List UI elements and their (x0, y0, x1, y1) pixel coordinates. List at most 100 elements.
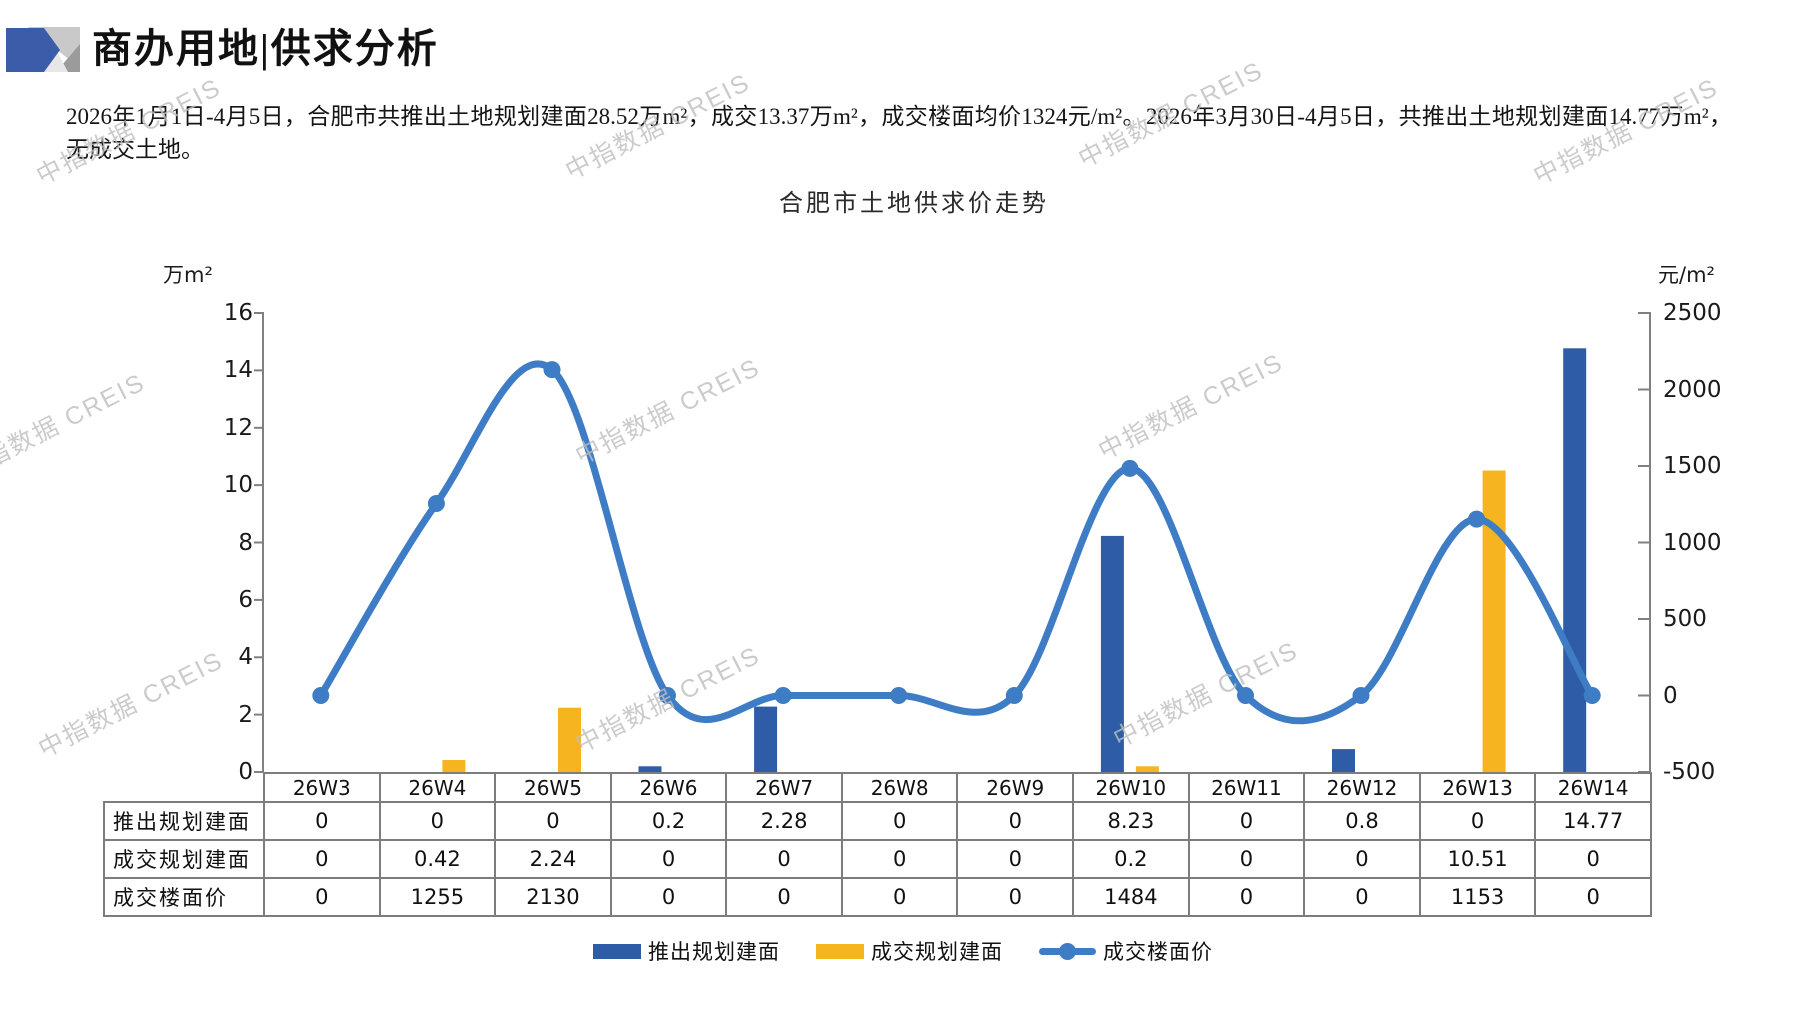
left-axis-tick-label: 12 (223, 414, 253, 441)
week-header-cell: 26W3 (263, 772, 381, 803)
value-cell: 0 (725, 877, 843, 917)
value-cell: 2.28 (725, 801, 843, 841)
series-row-label: 成交规划建面 (103, 839, 265, 879)
price-point-26W11 (1237, 687, 1254, 704)
legend-line-marker-icon (1039, 943, 1096, 960)
week-header-cell: 26W5 (494, 772, 612, 803)
value-cell: 1484 (1072, 877, 1190, 917)
price-point-26W9 (1005, 687, 1023, 704)
table-row: 成交规划建面 0 0.42 2.24 0 0 0 0 0.2 0 0 10.51 0 (103, 839, 1652, 879)
value-cell: 0 (956, 877, 1075, 917)
legend-line-dot (1059, 943, 1076, 960)
left-axis-tick-label: 14 (223, 357, 253, 384)
value-cell: 0 (1187, 839, 1306, 879)
creis-logo-icon (6, 27, 80, 72)
price-point-26W13 (1468, 510, 1486, 528)
deal-bar-26W4 (442, 760, 466, 772)
value-cell: 0 (494, 801, 612, 841)
left-axis-tick-label: 0 (238, 759, 253, 785)
value-cell: 0 (1303, 839, 1421, 879)
table-row: 推出规划建面 0 0 0 0.2 2.28 0 0 8.23 0 0.8 0 14.77 (103, 801, 1652, 841)
right-axis-tick-label: 2500 (1663, 300, 1722, 326)
value-cell: 0 (725, 839, 843, 879)
right-axis-tick-label: 0 (1663, 682, 1678, 709)
left-axis-unit: 万m² (163, 263, 213, 287)
value-cell: 0 (1534, 839, 1652, 879)
week-header-cell: 26W6 (609, 772, 728, 803)
week-header-cell: 26W10 (1072, 772, 1190, 803)
value-cell: 0.42 (378, 839, 497, 879)
left-axis-tick-label: 16 (223, 300, 253, 326)
value-cell: 0 (263, 801, 381, 841)
supply-bar-26W12 (1332, 749, 1355, 772)
table-row: 成交楼面价 0 1255 2130 0 0 0 0 1484 0 0 1153 0 (103, 877, 1652, 917)
value-cell: 0 (609, 877, 728, 917)
chart-canvas (254, 312, 1651, 773)
price-point-26W7 (774, 687, 792, 704)
deal-bar-26W10 (1135, 766, 1159, 772)
supply-bar-26W7 (754, 706, 778, 772)
value-cell: 2.24 (494, 839, 612, 879)
series-row-label: 成交楼面价 (103, 877, 265, 917)
week-header-cell: 26W11 (1187, 772, 1306, 803)
value-cell: 2130 (494, 877, 612, 917)
legend-label: 成交规划建面 (871, 940, 1003, 964)
supply-bar-26W14 (1563, 348, 1587, 772)
week-header-cell: 26W14 (1534, 772, 1652, 803)
value-cell: 0 (263, 877, 381, 917)
price-point-26W14 (1583, 687, 1601, 704)
value-cell: 0 (378, 801, 497, 841)
value-cell: 0 (263, 839, 381, 879)
right-axis-tick-label: -500 (1663, 759, 1716, 785)
value-cell: 0 (1534, 877, 1652, 917)
summary-paragraph: 2026年1月1日-4月5日，合肥市共推出土地规划建面28.52万m²，成交13… (66, 104, 1732, 162)
value-cell: 0 (1418, 801, 1537, 841)
price-point-26W12 (1352, 687, 1370, 704)
legend-label: 推出规划建面 (648, 940, 780, 964)
price-point-26W5 (543, 361, 561, 379)
value-cell: 10.51 (1418, 839, 1537, 879)
left-axis-tick-label: 6 (238, 586, 253, 613)
week-header-cell: 26W12 (1303, 772, 1421, 803)
chart-title: 合肥市土地供求价走势 (779, 191, 1049, 217)
value-cell: 0 (840, 877, 959, 917)
value-cell: 0 (956, 839, 1075, 879)
legend-label: 成交楼面价 (1103, 940, 1213, 964)
right-axis-tick-label: 500 (1663, 606, 1707, 632)
week-header-cell: 26W9 (956, 772, 1075, 803)
week-header-cell: 26W4 (378, 772, 497, 803)
value-cell: 0 (1187, 877, 1306, 917)
series-row-label: 推出规划建面 (103, 801, 265, 841)
value-cell: 1153 (1418, 877, 1537, 917)
value-cell: 0.2 (609, 801, 728, 841)
value-cell: 0 (956, 801, 1075, 841)
table-corner-cell (104, 773, 264, 802)
price-line (317, 360, 1596, 725)
left-axis-tick-label: 10 (223, 472, 253, 499)
left-axis-tick-label: 8 (238, 529, 253, 556)
page-title: 商办用地|供求分析 (92, 26, 439, 71)
value-cell: 0 (1187, 801, 1306, 841)
value-cell: 1255 (378, 877, 497, 917)
supply-bar-26W6 (638, 766, 662, 772)
value-cell: 0 (840, 801, 959, 841)
value-cell: 0 (840, 839, 959, 879)
value-cell: 14.77 (1534, 801, 1652, 841)
right-axis-tick-label: 1500 (1663, 453, 1722, 479)
value-cell: 8.23 (1072, 801, 1190, 841)
right-axis-unit: 元/m² (1658, 263, 1715, 287)
value-cell: 0 (1303, 877, 1421, 917)
chart-legend: 推出规划建面 成交规划建面 成交楼面价 (593, 936, 1213, 966)
price-point-26W6 (659, 687, 676, 704)
week-header-cell: 26W8 (840, 772, 959, 803)
plot-area (254, 312, 1651, 773)
supply-bar-26W10 (1100, 535, 1124, 772)
price-point-26W10 (1121, 459, 1139, 477)
watermark: 中指数据 CREIS (0, 368, 150, 486)
price-point-26W8 (890, 687, 908, 704)
left-axis-tick-label: 4 (238, 644, 253, 671)
price-point-26W3 (312, 687, 330, 704)
legend-bar-swatch-icon (593, 943, 641, 959)
legend-item: 推出规划建面 (593, 936, 780, 966)
